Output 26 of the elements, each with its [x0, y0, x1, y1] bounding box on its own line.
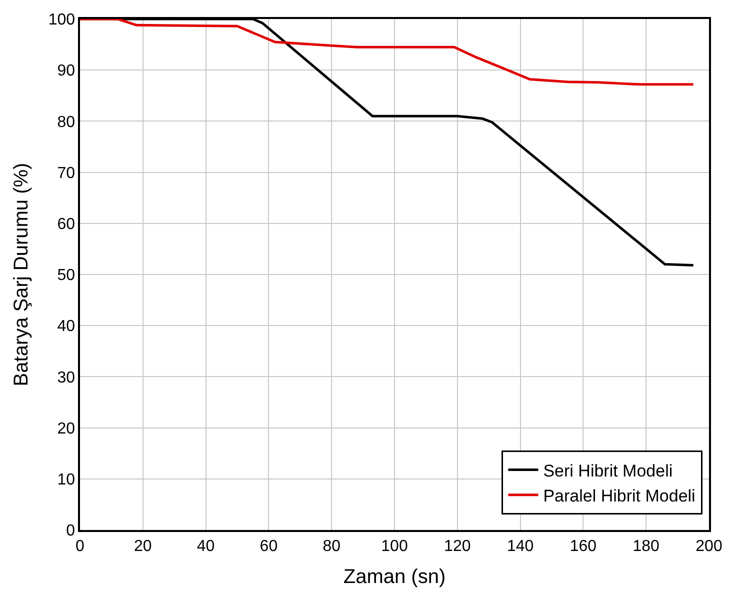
legend-label: Seri Hibrit Modeli [543, 461, 673, 480]
x-tick-label: 60 [260, 538, 278, 555]
x-tick-label: 160 [570, 538, 597, 555]
y-tick-label: 10 [57, 472, 76, 488]
y-tick-label: 0 [66, 522, 76, 540]
y-tick-label: 60 [57, 216, 76, 233]
x-tick-label: 100 [381, 538, 408, 555]
x-axis-title: Zaman (sn) [343, 566, 446, 588]
y-tick-label: 20 [57, 420, 76, 438]
x-tick-label: 180 [632, 538, 660, 555]
line-series [80, 19, 695, 86]
y-tick-label: 70 [57, 164, 76, 182]
x-tick-label: 40 [196, 538, 215, 555]
legend-label: Paralel Hibrit Modeli [543, 486, 696, 506]
x-tick-label: 120 [444, 538, 471, 555]
x-tick-label: 80 [322, 538, 341, 555]
x-tick-label: 140 [506, 538, 534, 555]
y-tick-label: 90 [57, 62, 76, 80]
y-tick-label: 50 [57, 267, 76, 284]
y-tick-label: 30 [57, 369, 76, 386]
y-tick-label: 100 [48, 12, 76, 29]
y-axis-title: Batarya Şarj Durumu (%) [10, 162, 32, 386]
y-tick-label: 80 [57, 114, 76, 131]
x-tick-label: 200 [696, 538, 722, 555]
x-tick-label: 20 [134, 538, 152, 555]
y-tick-label: 40 [57, 318, 76, 336]
